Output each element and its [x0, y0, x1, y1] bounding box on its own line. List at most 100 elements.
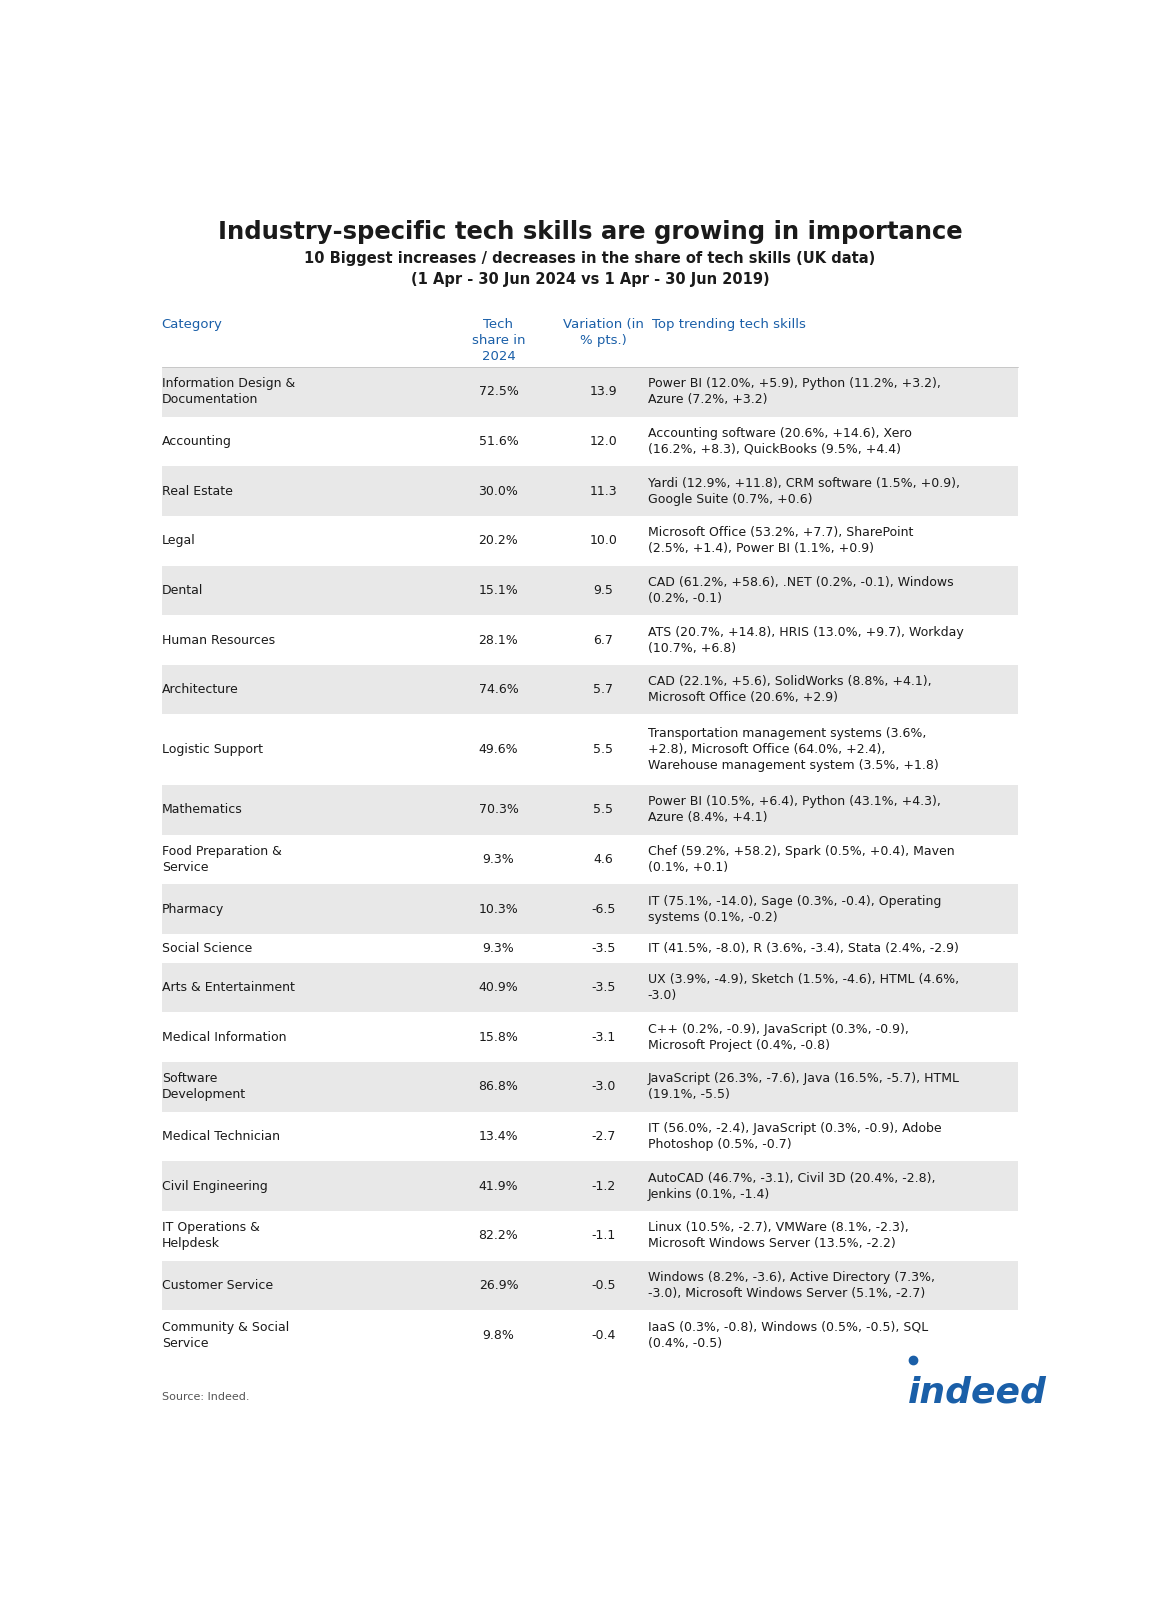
- Bar: [161, 466, 1019, 515]
- Text: -3.0: -3.0: [592, 1080, 616, 1093]
- Text: Medical Information: Medical Information: [161, 1030, 287, 1043]
- Bar: [161, 1261, 1019, 1310]
- Text: 10 Biggest increases / decreases in the share of tech skills (UK data)
(1 Apr - : 10 Biggest increases / decreases in the …: [304, 251, 876, 286]
- Text: Dental: Dental: [161, 584, 203, 597]
- Text: Food Preparation &
Service: Food Preparation & Service: [161, 845, 282, 874]
- Text: 5.5: 5.5: [593, 744, 613, 757]
- Text: 4.6: 4.6: [594, 853, 613, 866]
- Text: Social Science: Social Science: [161, 942, 252, 955]
- Text: 5.7: 5.7: [593, 683, 613, 696]
- Text: Customer Service: Customer Service: [161, 1278, 273, 1291]
- Text: Source: Indeed.: Source: Indeed.: [161, 1392, 250, 1402]
- Text: 6.7: 6.7: [593, 634, 613, 646]
- Text: Power BI (12.0%, +5.9), Python (11.2%, +3.2),
Azure (7.2%, +3.2): Power BI (12.0%, +5.9), Python (11.2%, +…: [648, 378, 940, 406]
- Text: Information Design &
Documentation: Information Design & Documentation: [161, 378, 295, 406]
- Text: Microsoft Office (53.2%, +7.7), SharePoint
(2.5%, +1.4), Power BI (1.1%, +0.9): Microsoft Office (53.2%, +7.7), SharePoi…: [648, 526, 913, 555]
- Text: Legal: Legal: [161, 534, 196, 547]
- Text: 28.1%: 28.1%: [479, 634, 518, 646]
- Bar: [161, 666, 1019, 715]
- Text: 13.4%: 13.4%: [479, 1130, 518, 1142]
- Text: IaaS (0.3%, -0.8), Windows (0.5%, -0.5), SQL
(0.4%, -0.5): IaaS (0.3%, -0.8), Windows (0.5%, -0.5),…: [648, 1320, 928, 1350]
- Text: Linux (10.5%, -2.7), VMWare (8.1%, -2.3),
Microsoft Windows Server (13.5%, -2.2): Linux (10.5%, -2.7), VMWare (8.1%, -2.3)…: [648, 1221, 908, 1250]
- Bar: [161, 835, 1019, 885]
- Text: 12.0: 12.0: [589, 435, 617, 448]
- Bar: [161, 715, 1019, 786]
- Text: 5.5: 5.5: [593, 803, 613, 816]
- Text: 40.9%: 40.9%: [479, 981, 518, 994]
- Text: JavaScript (26.3%, -7.6), Java (16.5%, -5.7), HTML
(19.1%, -5.5): JavaScript (26.3%, -7.6), Java (16.5%, -…: [648, 1072, 960, 1101]
- Text: CAD (61.2%, +58.6), .NET (0.2%, -0.1), Windows
(0.2%, -0.1): CAD (61.2%, +58.6), .NET (0.2%, -0.1), W…: [648, 576, 953, 605]
- Text: -3.5: -3.5: [592, 981, 616, 994]
- Bar: [161, 934, 1019, 963]
- Text: 11.3: 11.3: [589, 485, 617, 498]
- Text: Real Estate: Real Estate: [161, 485, 233, 498]
- Text: IT (75.1%, -14.0), Sage (0.3%, -0.4), Operating
systems (0.1%, -0.2): IT (75.1%, -14.0), Sage (0.3%, -0.4), Op…: [648, 894, 942, 923]
- Bar: [161, 1310, 1019, 1360]
- Bar: [161, 416, 1019, 466]
- Text: Arts & Entertainment: Arts & Entertainment: [161, 981, 295, 994]
- Text: Medical Technician: Medical Technician: [161, 1130, 280, 1142]
- Text: 74.6%: 74.6%: [479, 683, 518, 696]
- Text: 13.9: 13.9: [589, 386, 617, 398]
- Text: 20.2%: 20.2%: [479, 534, 518, 547]
- Text: 9.8%: 9.8%: [482, 1328, 514, 1342]
- Text: 9.5: 9.5: [593, 584, 613, 597]
- Text: Pharmacy: Pharmacy: [161, 902, 224, 915]
- Text: Civil Engineering: Civil Engineering: [161, 1179, 267, 1192]
- Text: 72.5%: 72.5%: [479, 386, 518, 398]
- Text: Software
Development: Software Development: [161, 1072, 246, 1101]
- Text: Transportation management systems (3.6%,
+2.8), Microsoft Office (64.0%, +2.4),
: Transportation management systems (3.6%,…: [648, 728, 938, 773]
- Text: 26.9%: 26.9%: [479, 1278, 518, 1291]
- Text: -6.5: -6.5: [592, 902, 616, 915]
- Text: -2.7: -2.7: [592, 1130, 616, 1142]
- Text: 86.8%: 86.8%: [479, 1080, 518, 1093]
- Text: Chef (59.2%, +58.2), Spark (0.5%, +0.4), Maven
(0.1%, +0.1): Chef (59.2%, +58.2), Spark (0.5%, +0.4),…: [648, 845, 954, 874]
- Text: 9.3%: 9.3%: [482, 942, 514, 955]
- Text: 82.2%: 82.2%: [479, 1229, 518, 1242]
- Text: Industry-specific tech skills are growing in importance: Industry-specific tech skills are growin…: [218, 221, 962, 245]
- Text: Mathematics: Mathematics: [161, 803, 243, 816]
- Text: UX (3.9%, -4.9), Sketch (1.5%, -4.6), HTML (4.6%,
-3.0): UX (3.9%, -4.9), Sketch (1.5%, -4.6), HT…: [648, 973, 959, 1002]
- Text: Community & Social
Service: Community & Social Service: [161, 1320, 289, 1350]
- Text: Accounting software (20.6%, +14.6), Xero
(16.2%, +8.3), QuickBooks (9.5%, +4.4): Accounting software (20.6%, +14.6), Xero…: [648, 427, 912, 456]
- Text: Logistic Support: Logistic Support: [161, 744, 262, 757]
- Bar: [161, 786, 1019, 835]
- Text: -0.5: -0.5: [590, 1278, 616, 1291]
- Text: 70.3%: 70.3%: [479, 803, 518, 816]
- Text: Category: Category: [161, 318, 222, 331]
- Text: Yardi (12.9%, +11.8), CRM software (1.5%, +0.9),
Google Suite (0.7%, +0.6): Yardi (12.9%, +11.8), CRM software (1.5%…: [648, 477, 960, 506]
- Text: 51.6%: 51.6%: [479, 435, 518, 448]
- Text: CAD (22.1%, +5.6), SolidWorks (8.8%, +4.1),
Microsoft Office (20.6%, +2.9): CAD (22.1%, +5.6), SolidWorks (8.8%, +4.…: [648, 675, 931, 704]
- Text: indeed: indeed: [907, 1376, 1046, 1410]
- Text: 9.3%: 9.3%: [482, 853, 514, 866]
- Text: -3.1: -3.1: [592, 1030, 616, 1043]
- Text: IT (56.0%, -2.4), JavaScript (0.3%, -0.9), Adobe
Photoshop (0.5%, -0.7): IT (56.0%, -2.4), JavaScript (0.3%, -0.9…: [648, 1122, 942, 1150]
- Text: Windows (8.2%, -3.6), Active Directory (7.3%,
-3.0), Microsoft Windows Server (5: Windows (8.2%, -3.6), Active Directory (…: [648, 1270, 935, 1299]
- Text: ATS (20.7%, +14.8), HRIS (13.0%, +9.7), Workday
(10.7%, +6.8): ATS (20.7%, +14.8), HRIS (13.0%, +9.7), …: [648, 626, 963, 654]
- Text: IT (41.5%, -8.0), R (3.6%, -3.4), Stata (2.4%, -2.9): IT (41.5%, -8.0), R (3.6%, -3.4), Stata …: [648, 942, 959, 955]
- Bar: [161, 1162, 1019, 1211]
- Text: Human Resources: Human Resources: [161, 634, 275, 646]
- Bar: [161, 1013, 1019, 1062]
- Text: AutoCAD (46.7%, -3.1), Civil 3D (20.4%, -2.8),
Jenkins (0.1%, -1.4): AutoCAD (46.7%, -3.1), Civil 3D (20.4%, …: [648, 1171, 936, 1200]
- Text: C++ (0.2%, -0.9), JavaScript (0.3%, -0.9),
Microsoft Project (0.4%, -0.8): C++ (0.2%, -0.9), JavaScript (0.3%, -0.9…: [648, 1022, 909, 1051]
- Text: -1.1: -1.1: [592, 1229, 616, 1242]
- Bar: [161, 565, 1019, 614]
- Text: 10.3%: 10.3%: [479, 902, 518, 915]
- Text: Tech
share in
2024: Tech share in 2024: [472, 318, 525, 363]
- Text: Power BI (10.5%, +6.4), Python (43.1%, +4.3),
Azure (8.4%, +4.1): Power BI (10.5%, +6.4), Python (43.1%, +…: [648, 795, 940, 824]
- Text: 15.8%: 15.8%: [479, 1030, 518, 1043]
- Text: -3.5: -3.5: [592, 942, 616, 955]
- Text: -0.4: -0.4: [592, 1328, 616, 1342]
- Text: Variation (in
% pts.): Variation (in % pts.): [563, 318, 643, 347]
- Text: -1.2: -1.2: [592, 1179, 616, 1192]
- Text: IT Operations &
Helpdesk: IT Operations & Helpdesk: [161, 1221, 260, 1250]
- Bar: [161, 1062, 1019, 1112]
- Text: Architecture: Architecture: [161, 683, 238, 696]
- Text: Accounting: Accounting: [161, 435, 231, 448]
- Bar: [161, 366, 1019, 416]
- Text: 15.1%: 15.1%: [479, 584, 518, 597]
- Text: 41.9%: 41.9%: [479, 1179, 518, 1192]
- Bar: [161, 885, 1019, 934]
- Text: 10.0: 10.0: [589, 534, 617, 547]
